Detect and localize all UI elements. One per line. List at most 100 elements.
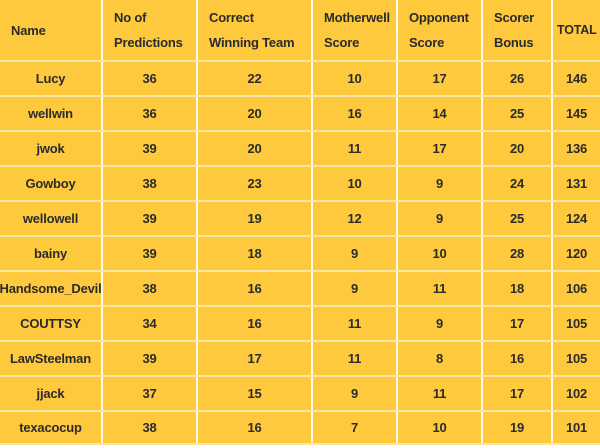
cell-motherwell_score: 7 <box>313 412 398 443</box>
cell-scorer_bonus: 20 <box>483 132 553 165</box>
table-row: jjack 37 15 9 11 17 102 <box>0 375 600 410</box>
cell-total: 101 <box>565 420 588 435</box>
cell-scorer_bonus: 24 <box>483 167 553 200</box>
cell-name: Handsome_Devil <box>0 272 103 305</box>
table-row: bainy 39 18 9 10 28 120 <box>0 235 600 270</box>
cell-name: wellowell <box>0 202 103 235</box>
cell-total: 105 <box>565 351 588 366</box>
header-line: TOTAL <box>557 22 597 37</box>
header-line: Correct <box>209 10 254 25</box>
header-line: Score <box>409 35 445 50</box>
cell-scorer_bonus: 19 <box>483 412 553 443</box>
cell-opponent_score: 8 <box>398 342 483 375</box>
column-header-correct_winning_team: Correct Winning Team <box>198 0 313 60</box>
cell-total: 146 <box>565 71 588 86</box>
cell-correct_winning_team: 20 <box>198 132 313 165</box>
header-row: Name No of Predictions Correct Winning Team M… <box>0 0 600 60</box>
cell-motherwell_score: 9 <box>313 377 398 410</box>
cell-correct_winning_team: 16 <box>198 412 313 443</box>
cell-no_of_predictions: 39 <box>103 132 198 165</box>
cell-correct_winning_team: 17 <box>198 342 313 375</box>
column-header-name: Name <box>0 0 103 60</box>
cell-total: 105 <box>565 316 588 331</box>
cell-scorer_bonus: 25 <box>483 202 553 235</box>
cell-scorer_bonus: 17 <box>483 307 553 340</box>
table-row: LawSteelman 39 17 11 8 16 105 <box>0 340 600 375</box>
cell-motherwell_score: 11 <box>313 307 398 340</box>
cell-correct_winning_team: 18 <box>198 237 313 270</box>
cell-name: LawSteelman <box>0 342 103 375</box>
cell-correct_winning_team: 20 <box>198 97 313 130</box>
cell-no_of_predictions: 39 <box>103 202 198 235</box>
cell-correct_winning_team: 22 <box>198 62 313 95</box>
cell-opponent_score: 9 <box>398 307 483 340</box>
cell-name: texacocup <box>0 412 103 443</box>
column-header-opponent_score: Opponent Score <box>398 0 483 60</box>
cell-opponent_score: 11 <box>398 272 483 305</box>
cell-no_of_predictions: 38 <box>103 412 198 443</box>
column-header-total: TOTAL <box>553 0 600 60</box>
table-body: Lucy 36 22 10 17 26 146 wellwin 36 20 16 14 25 145 jwo… <box>0 60 600 445</box>
table-row: Lucy 36 22 10 17 26 146 <box>0 60 600 95</box>
cell-correct_winning_team: 23 <box>198 167 313 200</box>
cell-motherwell_score: 16 <box>313 97 398 130</box>
header-line: Name <box>11 22 46 38</box>
cell-scorer_bonus: 28 <box>483 237 553 270</box>
cell-name: Gowboy <box>0 167 103 200</box>
cell-no_of_predictions: 38 <box>103 272 198 305</box>
cell-scorer_bonus: 17 <box>483 377 553 410</box>
column-header-motherwell_score: Motherwell Score <box>313 0 398 60</box>
cell-scorer_bonus: 25 <box>483 97 553 130</box>
header-line: Score <box>324 35 360 50</box>
cell-opponent_score: 11 <box>398 377 483 410</box>
table-row: jwok 39 20 11 17 20 136 <box>0 130 600 165</box>
cell-name: jwok <box>0 132 103 165</box>
cell-scorer_bonus: 18 <box>483 272 553 305</box>
table-row: Gowboy 38 23 10 9 24 131 <box>0 165 600 200</box>
cell-no_of_predictions: 39 <box>103 237 198 270</box>
cell-total: 124 <box>565 211 588 226</box>
cell-scorer_bonus: 16 <box>483 342 553 375</box>
header-line: Bonus <box>494 35 534 50</box>
cell-name: COUTTSY <box>0 307 103 340</box>
cell-no_of_predictions: 39 <box>103 342 198 375</box>
cell-no_of_predictions: 37 <box>103 377 198 410</box>
table-row: COUTTSY 34 16 11 9 17 105 <box>0 305 600 340</box>
cell-total: 145 <box>565 106 588 121</box>
table-row: wellowell 39 19 12 9 25 124 <box>0 200 600 235</box>
cell-correct_winning_team: 16 <box>198 307 313 340</box>
cell-no_of_predictions: 36 <box>103 62 198 95</box>
header-line: Scorer <box>494 10 534 25</box>
cell-total: 131 <box>565 176 588 191</box>
cell-motherwell_score: 9 <box>313 272 398 305</box>
cell-motherwell_score: 11 <box>313 342 398 375</box>
cell-total: 136 <box>565 141 588 156</box>
column-header-scorer_bonus: Scorer Bonus <box>483 0 553 60</box>
cell-total: 120 <box>565 246 588 261</box>
cell-motherwell_score: 12 <box>313 202 398 235</box>
cell-opponent_score: 9 <box>398 167 483 200</box>
cell-total: 106 <box>565 281 588 296</box>
cell-no_of_predictions: 34 <box>103 307 198 340</box>
cell-opponent_score: 9 <box>398 202 483 235</box>
cell-name: wellwin <box>0 97 103 130</box>
header-line: Motherwell <box>324 10 390 25</box>
cell-motherwell_score: 11 <box>313 132 398 165</box>
cell-name: bainy <box>0 237 103 270</box>
cell-total: 102 <box>565 386 588 401</box>
cell-motherwell_score: 9 <box>313 237 398 270</box>
cell-correct_winning_team: 16 <box>198 272 313 305</box>
cell-name: jjack <box>0 377 103 410</box>
header-line: Opponent <box>409 10 469 25</box>
cell-opponent_score: 10 <box>398 412 483 443</box>
cell-correct_winning_team: 19 <box>198 202 313 235</box>
cell-opponent_score: 17 <box>398 62 483 95</box>
header-line: Predictions <box>114 35 183 50</box>
column-header-no_of_predictions: No of Predictions <box>103 0 198 60</box>
table-row: wellwin 36 20 16 14 25 145 <box>0 95 600 130</box>
cell-opponent_score: 14 <box>398 97 483 130</box>
table-row: texacocup 38 16 7 10 19 101 <box>0 410 600 445</box>
header-line: No of <box>114 10 147 25</box>
